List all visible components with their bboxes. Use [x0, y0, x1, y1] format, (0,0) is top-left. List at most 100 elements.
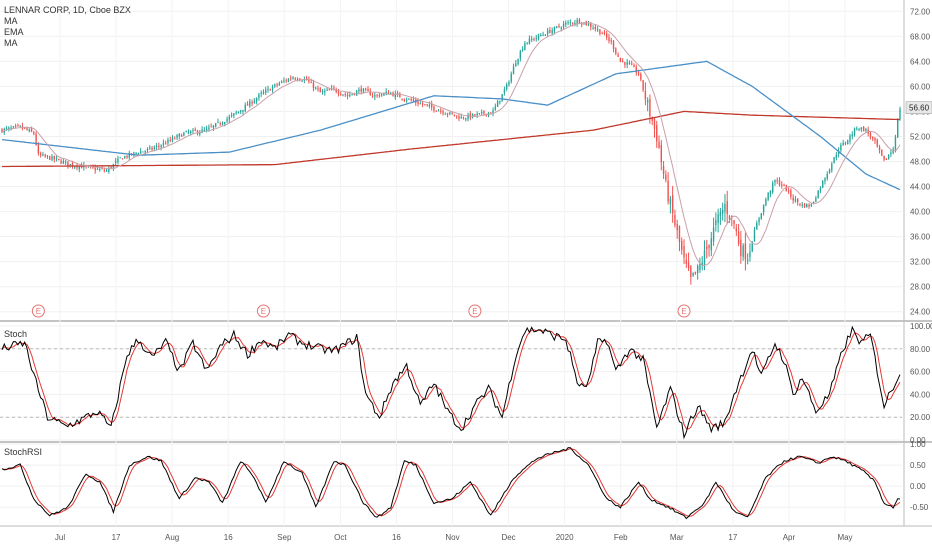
candle-body	[706, 246, 708, 250]
candle-body	[674, 215, 676, 226]
candle-body	[899, 108, 901, 120]
candle-body	[214, 123, 217, 127]
candle-body	[249, 101, 251, 107]
candle-body	[774, 179, 776, 183]
candle-body	[274, 84, 276, 87]
candle-body	[453, 114, 456, 116]
candle-body	[669, 198, 672, 204]
candle-body	[565, 22, 567, 25]
candle-body	[599, 29, 601, 34]
candle-body	[390, 93, 392, 95]
candle-body	[865, 128, 867, 131]
candle-body	[337, 91, 340, 94]
candle-body	[315, 87, 317, 89]
candle-body	[346, 94, 349, 97]
candle-body	[862, 126, 865, 132]
x-tick-label: 16	[392, 533, 401, 542]
candle-body	[110, 167, 112, 169]
candle-body	[151, 147, 153, 150]
ma-short-line	[1, 22, 901, 266]
stoch-y-tick-label: 40.00	[910, 390, 931, 399]
candle-body	[365, 88, 367, 90]
candle-body	[76, 165, 78, 168]
candle-body	[467, 114, 469, 120]
candle-body	[242, 109, 244, 112]
candle-body	[183, 132, 185, 136]
candle-body	[405, 100, 408, 102]
candle-body	[17, 124, 19, 126]
candle-body	[560, 27, 562, 29]
candle-body	[787, 190, 790, 192]
candle-body	[619, 57, 622, 62]
candle-body	[442, 111, 444, 114]
candle-body	[358, 89, 360, 92]
price-y-tick-label: 44.00	[910, 183, 931, 192]
candle-body	[817, 190, 819, 199]
candle-body	[221, 123, 224, 125]
candle-body	[246, 104, 249, 106]
candle-body	[844, 142, 847, 144]
candle-body	[822, 180, 824, 188]
candle-body	[64, 161, 67, 163]
candle-body	[430, 103, 433, 108]
candle-body	[508, 82, 510, 85]
candle-body	[610, 40, 612, 42]
earnings-marker-label: E	[36, 307, 41, 316]
candle-body	[769, 191, 772, 194]
candle-body	[212, 125, 215, 128]
candle-body	[801, 204, 803, 206]
earnings-marker[interactable]	[468, 304, 482, 318]
candle-body	[471, 113, 474, 118]
candle-body	[492, 110, 494, 114]
candle-body	[340, 94, 342, 96]
price-y-tick-label: 60.00	[910, 82, 931, 91]
candle-body	[424, 104, 426, 106]
candle-body	[883, 155, 885, 160]
candle-body	[121, 158, 124, 160]
x-tick-label: 16	[224, 533, 233, 542]
earnings-marker[interactable]	[256, 304, 270, 318]
candle-body	[210, 126, 212, 128]
candle-body	[290, 78, 292, 80]
candle-body	[606, 33, 608, 38]
candle-body	[756, 223, 758, 230]
candle-body	[351, 94, 353, 96]
candle-body	[687, 262, 690, 269]
candles	[1, 17, 901, 285]
candle-body	[208, 127, 210, 130]
candle-body	[310, 82, 312, 84]
earnings-marker[interactable]	[677, 304, 691, 318]
candle-body	[35, 133, 37, 146]
price-pane[interactable]: LENNAR CORP, 1D, Cboe BZX MA EMA MA E E E E	[1, 5, 901, 318]
y-axis[interactable]: 72.0068.0064.0060.0056.0052.0048.0044.00…	[905, 7, 932, 512]
indicator-ma-label[interactable]: MA	[4, 16, 18, 26]
candle-body	[28, 129, 30, 132]
candle-body	[205, 128, 208, 131]
stochrsi-y-tick-label: -0.50	[910, 503, 929, 512]
candle-body	[67, 161, 69, 166]
candle-body	[803, 203, 806, 208]
candle-body	[592, 27, 594, 29]
candle-body	[167, 139, 169, 144]
indicator-ma2-label[interactable]: MA	[4, 38, 18, 48]
candle-body	[703, 250, 706, 266]
candle-body	[189, 131, 192, 134]
earnings-marker[interactable]	[31, 304, 45, 318]
candle-body	[712, 227, 715, 242]
candle-body	[240, 110, 242, 112]
candle-body	[515, 63, 517, 67]
candle-body	[806, 203, 808, 208]
candle-body	[874, 137, 876, 141]
candle-body	[460, 116, 462, 119]
stoch-y-tick-label: 100.00	[910, 322, 932, 331]
stoch-pane[interactable]: Stoch	[0, 325, 902, 440]
candle-body	[524, 43, 526, 51]
stoch-k-line	[1, 325, 901, 440]
candle-body	[628, 62, 631, 64]
stochrsi-pane[interactable]: StochRSI	[1, 447, 901, 520]
candle-body	[385, 91, 387, 94]
indicator-ema-label[interactable]: EMA	[4, 27, 24, 37]
x-axis[interactable]: Jul 17 Aug 16 Sep Oct 16 Nov Dec 2020 Feb Mar 17 Apr M…	[55, 533, 853, 542]
candle-body	[283, 80, 285, 82]
